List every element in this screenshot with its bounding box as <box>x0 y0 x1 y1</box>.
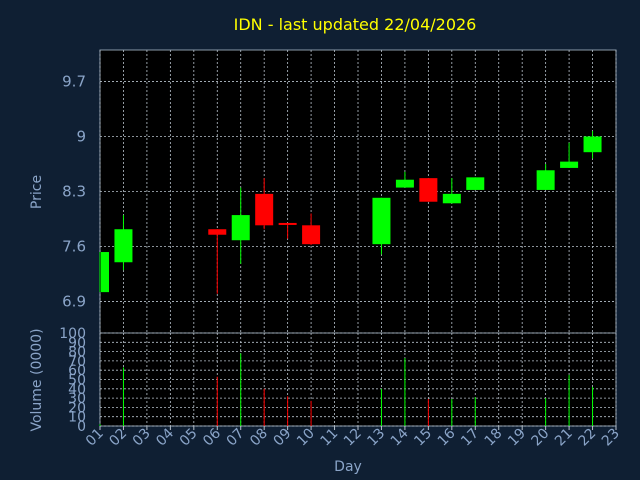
candle-body <box>101 252 109 293</box>
volume-axis-label: Volume (0000) <box>29 328 45 431</box>
candle-body <box>442 193 461 204</box>
candle-body <box>395 179 414 188</box>
volume-tick-label: 10 <box>68 410 86 426</box>
candle-body <box>372 197 391 245</box>
candle-body <box>114 229 133 263</box>
volume-tick-label: 90 <box>68 335 86 351</box>
volume-tick-label: 60 <box>68 363 86 379</box>
candle-body <box>231 215 250 241</box>
x-axis-label: Day <box>334 459 362 475</box>
candle-body <box>255 193 274 226</box>
price-axis-label: Price <box>29 175 45 209</box>
price-tick-label: 6.9 <box>62 293 86 311</box>
price-y-ticks: 6.9 7.6 8.3 9 9.7 <box>62 72 86 310</box>
chart-title: IDN - last updated 22/04/2026 <box>234 15 477 34</box>
volume-tick-label: 80 <box>68 345 86 361</box>
volume-tick-label: 100 <box>59 326 86 342</box>
price-tick-label: 7.6 <box>62 238 86 256</box>
candle-body <box>536 170 555 190</box>
price-tick-label: 8.3 <box>62 183 86 201</box>
candle-body <box>583 136 602 153</box>
x-axis-ticks: 01 02 03 04 05 06 07 08 09 10 11 12 13 14 15 16 17 18 19 20… <box>83 425 623 449</box>
candle-body <box>419 178 438 202</box>
volume-bars <box>99 353 594 426</box>
volume-tick-label: 20 <box>68 400 86 416</box>
volume-tick-label: 40 <box>68 382 86 398</box>
volume-tick-label: 30 <box>68 391 86 407</box>
candle-body <box>278 222 297 225</box>
price-candles <box>99 130 602 294</box>
candle-body <box>560 161 579 168</box>
candle-body <box>302 225 321 245</box>
candle-body <box>208 229 227 235</box>
volume-tick-label: 50 <box>68 373 86 389</box>
volume-tick-label: 0 <box>77 419 86 435</box>
volume-tick-label: 70 <box>68 354 86 370</box>
price-tick-label: 9.7 <box>62 72 86 90</box>
price-tick-label: 9 <box>76 127 86 145</box>
candle-body <box>466 177 485 190</box>
